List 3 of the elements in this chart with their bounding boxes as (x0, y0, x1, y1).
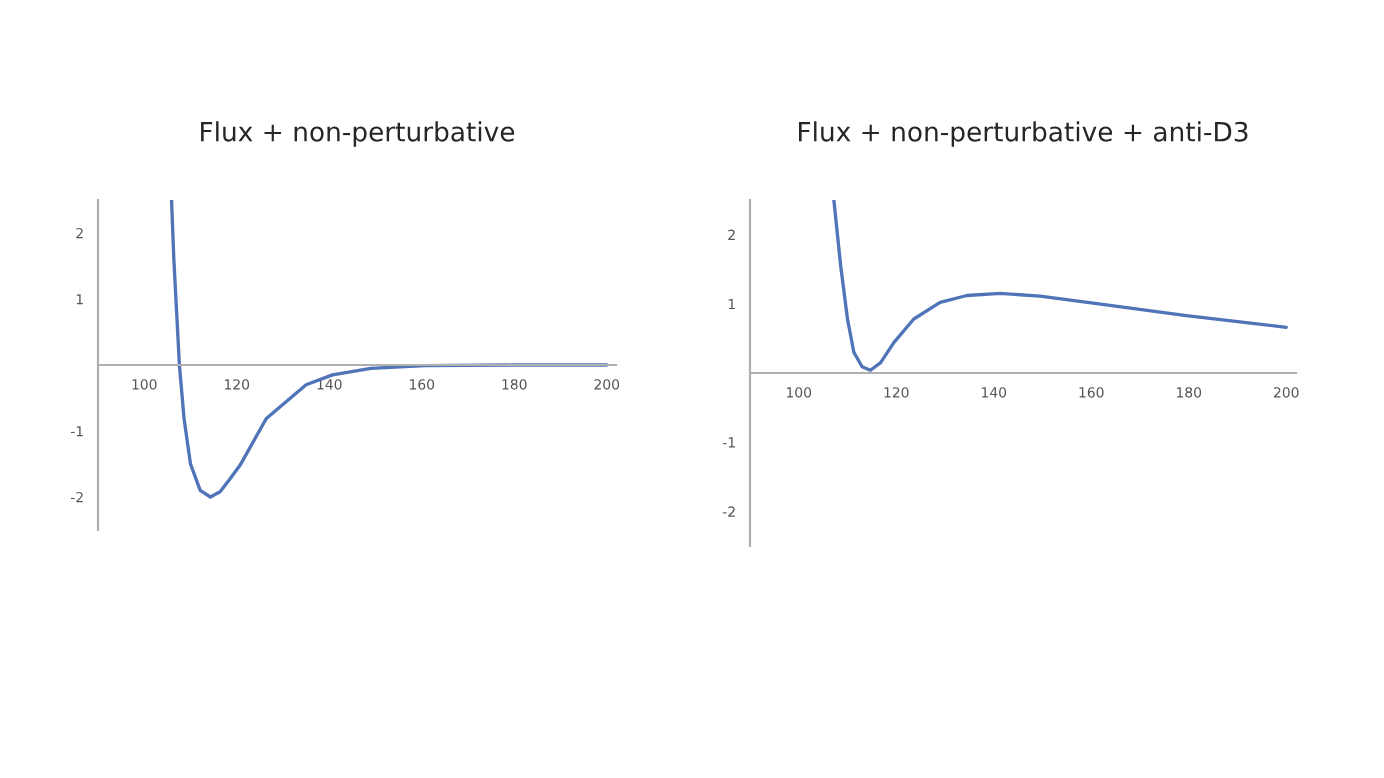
chart-title: Flux + non-perturbative (201, 121, 515, 147)
chart-title: Flux + non-perturbative + anti-D3 (799, 121, 1248, 147)
line-series (832, 200, 1288, 372)
